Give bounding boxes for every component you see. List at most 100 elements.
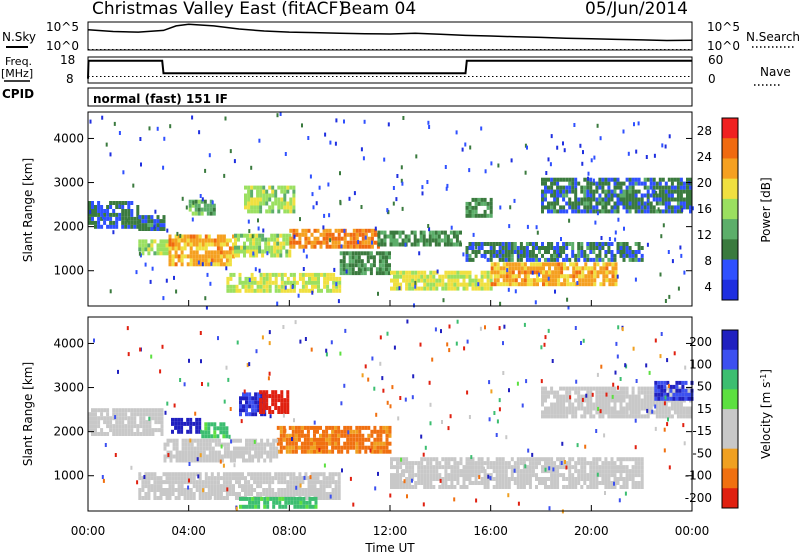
- velocity-cell: [429, 402, 432, 407]
- velocity-cell: [233, 450, 236, 455]
- velocity-cell: [377, 471, 379, 476]
- power-cell: [289, 280, 293, 285]
- power-cell: [225, 254, 229, 259]
- power-cell: [455, 238, 459, 243]
- power-cell: [545, 282, 548, 287]
- power-cell: [525, 242, 529, 246]
- power-cell: [317, 276, 320, 281]
- velocity-cell: [222, 476, 226, 481]
- power-cell: [262, 272, 266, 277]
- colorbar-frame: [721, 117, 739, 301]
- velocity-cell: [256, 492, 260, 496]
- power-cell: [277, 209, 281, 214]
- power-cell: [274, 284, 278, 289]
- power-cell: [689, 197, 692, 202]
- velocity-cell: [208, 442, 212, 447]
- velocity-cell: [516, 485, 520, 489]
- velocity-cell: [441, 457, 445, 462]
- power-cell: [250, 205, 254, 210]
- power-cell: [535, 242, 538, 246]
- power-cell: [342, 255, 346, 260]
- velocity-cell: [262, 402, 266, 407]
- velocity-cell: [121, 416, 125, 421]
- power-cell: [232, 250, 235, 255]
- velocity-cell: [474, 461, 478, 466]
- velocity-cell: [355, 433, 359, 438]
- velocity-cell: [163, 458, 167, 463]
- velocity-cell: [318, 447, 321, 452]
- velocity-cell: [245, 496, 248, 501]
- velocity-cell: [124, 432, 128, 436]
- velocity-cell: [477, 469, 481, 474]
- power-cell: [542, 282, 545, 287]
- velocity-cell: [94, 416, 97, 421]
- power-cell: [456, 274, 460, 279]
- power-cell: [486, 201, 490, 206]
- power-cell: [326, 288, 330, 293]
- power-cell: [625, 205, 629, 210]
- power-cell: [541, 205, 544, 210]
- velocity-cell: [307, 480, 311, 485]
- velocity-cell: [181, 450, 185, 455]
- power-cell: [291, 285, 294, 289]
- velocity-cell: [329, 494, 332, 499]
- velocity-cell: [257, 400, 261, 405]
- velocity-cell: [217, 336, 219, 341]
- power-cell: [535, 257, 538, 262]
- power-cell: [369, 251, 373, 256]
- power-cell: [311, 276, 314, 281]
- velocity-cell: [159, 496, 163, 500]
- velocity-cell: [681, 392, 685, 397]
- power-cell: [628, 181, 632, 186]
- velocity-cell: [399, 473, 403, 478]
- velocity-cell: [225, 472, 229, 477]
- velocity-cell: [168, 484, 172, 489]
- velocity-cell: [115, 424, 119, 429]
- velocity-cell: [271, 480, 275, 485]
- velocity-cell: [577, 402, 581, 407]
- velocity-cell: [313, 492, 317, 496]
- velocity-cell: [686, 386, 689, 391]
- velocity-cell: [634, 418, 637, 423]
- velocity-cell: [295, 488, 299, 492]
- power-cell: [489, 274, 493, 279]
- velocity-cell: [202, 450, 206, 455]
- velocity-cell: [239, 396, 242, 401]
- power-cell: [613, 253, 617, 258]
- velocity-cell: [547, 394, 550, 399]
- power-cell: [222, 242, 226, 247]
- power-cell: [171, 258, 175, 263]
- power-cell: [548, 270, 551, 275]
- velocity-cell: [525, 469, 529, 474]
- power-cell: [497, 163, 500, 168]
- power-cell: [586, 205, 590, 210]
- power-cell: [568, 205, 572, 210]
- power-cell: [292, 209, 296, 214]
- velocity-cell: [196, 442, 200, 447]
- power-cell: [547, 157, 550, 162]
- velocity-cell: [580, 406, 584, 411]
- power-cell: [162, 247, 166, 252]
- velocity-cell: [541, 398, 544, 403]
- velocity-cell: [245, 504, 248, 509]
- velocity-cell: [516, 473, 520, 478]
- velocity-cell: [257, 408, 261, 413]
- power-cell: [682, 201, 686, 206]
- power-cell: [622, 197, 626, 202]
- velocity-cell: [370, 449, 374, 454]
- velocity-cell: [94, 408, 97, 413]
- power-cell: [366, 255, 370, 260]
- velocity-cell: [331, 433, 335, 438]
- power-cell: [319, 244, 323, 249]
- power-cell: [607, 197, 611, 202]
- velocity-cell: [171, 492, 175, 496]
- velocity-cell: [175, 442, 179, 447]
- velocity-cell: [210, 434, 214, 439]
- power-cell: [604, 197, 608, 202]
- velocity-cell: [586, 406, 590, 411]
- velocity-cell: [379, 429, 383, 434]
- power-cell: [529, 282, 533, 287]
- velocity-cell: [396, 481, 399, 485]
- power-cell: [511, 274, 515, 279]
- velocity-cell: [88, 416, 91, 421]
